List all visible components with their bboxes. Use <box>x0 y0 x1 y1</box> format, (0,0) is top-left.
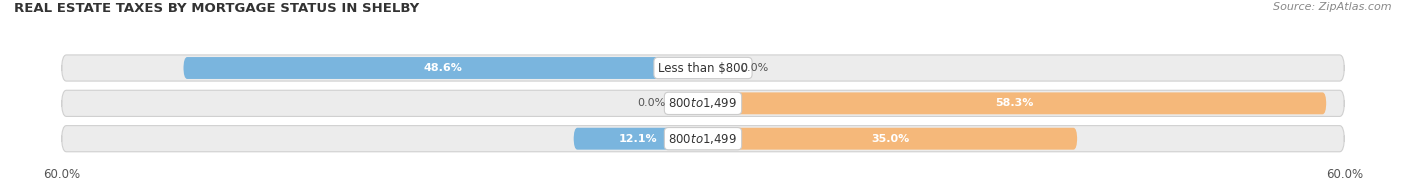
FancyBboxPatch shape <box>703 92 1326 114</box>
Text: 12.1%: 12.1% <box>619 134 658 144</box>
Text: 35.0%: 35.0% <box>870 134 910 144</box>
FancyBboxPatch shape <box>574 128 703 150</box>
Text: $800 to $1,499: $800 to $1,499 <box>668 132 738 146</box>
Text: 0.0%: 0.0% <box>637 98 665 108</box>
Text: REAL ESTATE TAXES BY MORTGAGE STATUS IN SHELBY: REAL ESTATE TAXES BY MORTGAGE STATUS IN … <box>14 2 419 15</box>
Text: 0.0%: 0.0% <box>741 63 769 73</box>
FancyBboxPatch shape <box>703 128 1077 150</box>
FancyBboxPatch shape <box>62 90 1344 116</box>
Text: 48.6%: 48.6% <box>423 63 463 73</box>
Text: Source: ZipAtlas.com: Source: ZipAtlas.com <box>1274 2 1392 12</box>
Text: $800 to $1,499: $800 to $1,499 <box>668 96 738 110</box>
FancyBboxPatch shape <box>62 126 1344 152</box>
FancyBboxPatch shape <box>62 55 1344 81</box>
FancyBboxPatch shape <box>183 57 703 79</box>
Legend: Without Mortgage, With Mortgage: Without Mortgage, With Mortgage <box>575 194 831 195</box>
Text: 58.3%: 58.3% <box>995 98 1033 108</box>
Text: Less than $800: Less than $800 <box>658 61 748 74</box>
